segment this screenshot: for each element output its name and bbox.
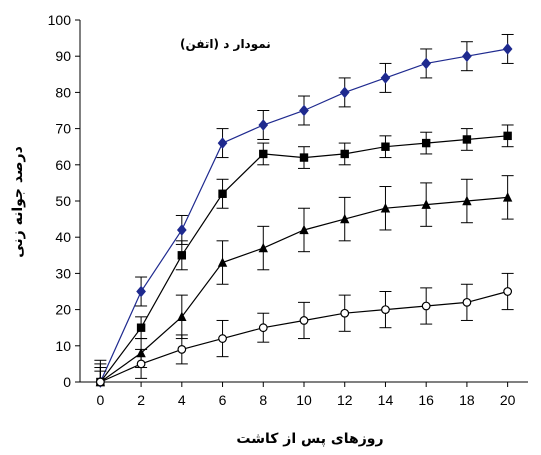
- data-point: [502, 192, 513, 202]
- y-tick-label: 50: [55, 193, 71, 209]
- x-tick-label: 4: [178, 392, 186, 408]
- data-point: [502, 43, 513, 55]
- data-point: [218, 334, 227, 343]
- data-point: [136, 359, 146, 369]
- data-point: [258, 323, 268, 333]
- data-point: [95, 377, 105, 387]
- y-tick-label: 90: [55, 48, 71, 64]
- series-2: [94, 124, 514, 387]
- data-point: [462, 195, 472, 206]
- data-point: [176, 224, 187, 236]
- y-tick-label: 40: [55, 229, 71, 245]
- data-point: [177, 345, 187, 354]
- data-point: [217, 257, 228, 267]
- data-point: [217, 137, 228, 149]
- data-point: [177, 311, 187, 322]
- ticks: 0 10 20 30 40 50 60 70 80 90 100 0 2 4 6 8 10 12 14 16 18 20: [48, 12, 516, 408]
- data-point: [503, 131, 512, 141]
- x-tick-label: 14: [378, 392, 394, 408]
- y-tick-label: 0: [63, 374, 71, 390]
- data-point: [503, 287, 513, 296]
- series-3: [94, 175, 514, 387]
- data-point: [339, 86, 350, 99]
- x-tick-label: 20: [500, 392, 516, 408]
- series-4: [94, 272, 514, 387]
- y-tick-label: 80: [55, 84, 71, 100]
- data-point: [462, 297, 472, 307]
- x-tick-label: 2: [137, 392, 145, 408]
- plot-area: [94, 33, 514, 388]
- x-tick-label: 16: [418, 392, 434, 408]
- x-tick-label: 12: [337, 392, 353, 408]
- data-point: [258, 242, 268, 253]
- data-point: [421, 301, 431, 311]
- x-tick-label: 18: [459, 392, 475, 408]
- x-tick-label: 0: [96, 392, 104, 408]
- data-point: [381, 142, 390, 151]
- data-point: [380, 72, 391, 84]
- data-point: [299, 316, 309, 325]
- data-point: [258, 119, 269, 131]
- y-tick-label: 60: [55, 157, 71, 173]
- data-point: [380, 203, 391, 213]
- y-tick-label: 30: [55, 265, 71, 281]
- x-tick-label: 10: [296, 392, 312, 408]
- data-point: [340, 213, 350, 224]
- data-point: [421, 199, 431, 209]
- x-tick-label: 8: [259, 392, 267, 408]
- y-tick-label: 70: [55, 121, 71, 137]
- series-line: [99, 135, 508, 383]
- data-point: [259, 149, 268, 159]
- data-point: [299, 104, 309, 117]
- y-tick-label: 100: [48, 12, 72, 28]
- y-tick-label: 10: [55, 338, 71, 354]
- data-point: [299, 224, 309, 235]
- data-point: [136, 323, 146, 332]
- data-point: [136, 285, 146, 298]
- data-point: [421, 57, 432, 70]
- data-point: [381, 305, 390, 315]
- chart-annotation: نمودار د (اتفن): [180, 37, 271, 52]
- y-tick-label: 20: [55, 302, 71, 318]
- x-tick-label: 6: [219, 392, 227, 408]
- data-point: [421, 138, 431, 148]
- y-axis-title: درصد جوانه زنی: [10, 146, 26, 258]
- data-point: [340, 149, 349, 159]
- data-point: [177, 251, 187, 260]
- data-point: [340, 308, 350, 318]
- x-axis-title: روزهای پس از کاشت: [236, 431, 383, 447]
- data-point: [218, 189, 227, 198]
- data-point: [299, 153, 309, 162]
- data-point: [462, 135, 472, 144]
- data-point: [462, 50, 472, 62]
